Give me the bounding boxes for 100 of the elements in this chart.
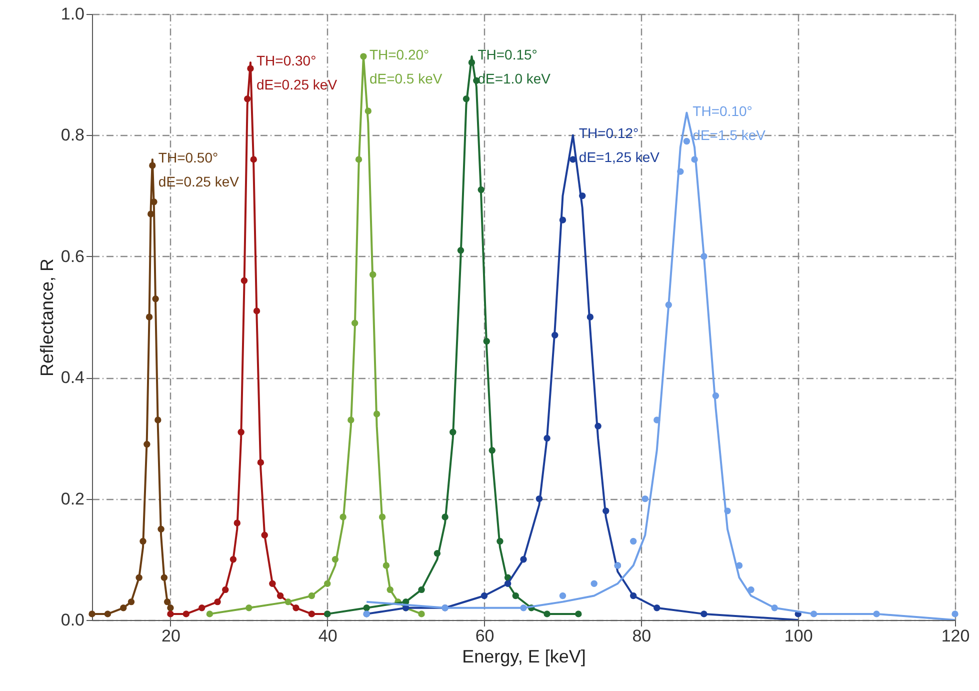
point	[386, 586, 394, 594]
point	[253, 308, 260, 314]
point	[575, 610, 582, 618]
point	[257, 459, 264, 466]
point	[496, 538, 504, 545]
point	[276, 592, 284, 600]
point	[88, 610, 96, 618]
point	[198, 604, 206, 612]
point	[478, 186, 484, 194]
y-tick-label: 1.0	[60, 4, 84, 24]
x-axis-title: Energy, E [keV]	[462, 646, 586, 666]
point	[250, 156, 257, 163]
point	[120, 604, 127, 612]
point	[269, 580, 276, 587]
point	[736, 562, 743, 569]
series-label: TH=0.30° dE=0.25 keV	[256, 52, 338, 92]
point	[457, 246, 464, 254]
point	[442, 514, 448, 520]
point	[150, 198, 158, 206]
y-tick-label: 0.8	[60, 126, 84, 145]
point	[234, 520, 240, 526]
point	[544, 610, 550, 618]
point	[462, 95, 470, 102]
point	[364, 108, 372, 114]
point	[240, 277, 248, 284]
point	[244, 95, 251, 102]
point	[520, 604, 527, 612]
point	[712, 392, 720, 400]
point	[152, 295, 159, 302]
point	[146, 314, 153, 320]
point	[483, 338, 490, 345]
point	[434, 550, 441, 557]
point	[246, 604, 252, 612]
point	[771, 604, 778, 612]
point	[128, 598, 135, 606]
point	[586, 314, 594, 320]
point	[340, 514, 346, 520]
point	[724, 508, 731, 514]
point	[654, 604, 660, 612]
point	[378, 514, 386, 520]
point	[683, 138, 690, 145]
point	[578, 192, 586, 200]
point	[324, 580, 331, 587]
point	[355, 156, 362, 163]
point	[512, 592, 520, 600]
x-tick-label: 60	[475, 626, 494, 646]
point	[810, 610, 818, 618]
point	[158, 526, 164, 532]
point	[630, 592, 637, 600]
series-label: TH=0.15° dE=1.0 keV	[478, 46, 552, 86]
point	[238, 428, 244, 436]
point	[104, 610, 112, 618]
point	[544, 434, 550, 442]
y-tick-label: 0.2	[60, 489, 84, 508]
point	[873, 610, 880, 618]
point	[520, 556, 527, 563]
point	[167, 610, 174, 618]
point	[308, 592, 316, 600]
point	[351, 320, 358, 326]
point	[160, 574, 168, 581]
point	[468, 59, 476, 66]
point	[450, 428, 456, 436]
y-axis-title: Reflectance, R	[36, 258, 57, 377]
point	[154, 416, 162, 424]
series-label: TH=0.20° dE=0.5 keV	[369, 46, 443, 86]
point	[261, 532, 268, 539]
point	[382, 562, 390, 569]
series-label: TH=0.10° dE=1.5 keV	[692, 102, 766, 143]
point	[360, 53, 367, 60]
point	[654, 416, 660, 424]
point	[373, 410, 380, 418]
point	[570, 156, 576, 163]
point	[677, 168, 684, 175]
point	[700, 610, 708, 618]
point	[140, 538, 146, 545]
point	[630, 538, 637, 545]
point	[488, 446, 496, 454]
point	[594, 422, 602, 430]
series-label: TH=0.50° dE=0.25 keV	[158, 149, 240, 190]
point	[665, 302, 672, 308]
point	[552, 332, 558, 339]
point	[370, 271, 376, 278]
point	[247, 65, 254, 72]
point	[332, 556, 339, 563]
point	[214, 598, 221, 606]
point	[284, 598, 292, 606]
point	[952, 610, 958, 618]
series-label: TH=0.12° dE=1,25 keV	[578, 125, 660, 166]
point	[418, 610, 425, 618]
point	[559, 216, 566, 224]
x-tick-label: 40	[318, 626, 338, 646]
point	[182, 610, 190, 618]
y-tick-label: 0.4	[60, 368, 84, 388]
point	[590, 580, 598, 587]
y-tick-label: 0.6	[60, 246, 84, 266]
y-tick-label: 0.0	[60, 610, 84, 630]
point	[602, 508, 610, 514]
x-tick-label: 120	[941, 626, 970, 646]
point	[418, 586, 425, 594]
x-tick-label: 80	[632, 626, 652, 646]
